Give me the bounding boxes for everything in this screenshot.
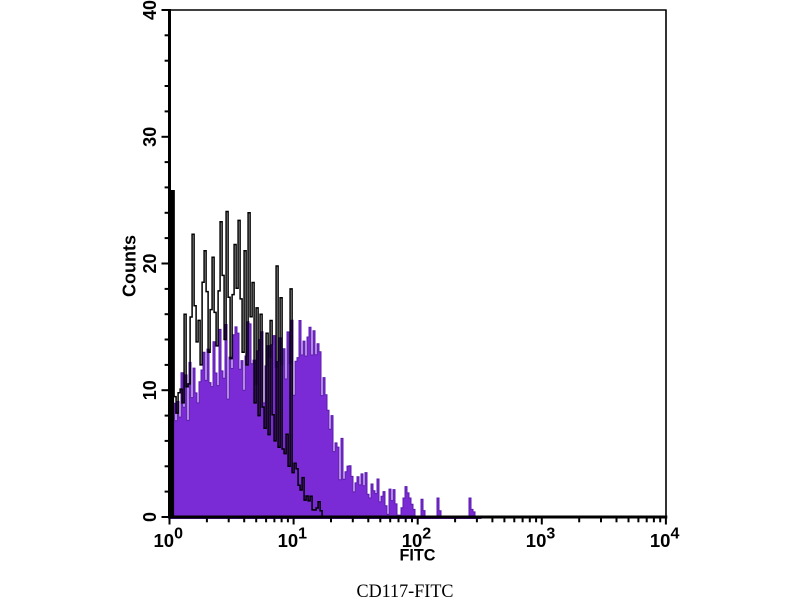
svg-text:FITC: FITC bbox=[400, 546, 436, 565]
svg-text:CD117-FITC: CD117-FITC bbox=[357, 581, 454, 600]
svg-text:40: 40 bbox=[140, 0, 160, 20]
svg-text:0: 0 bbox=[140, 512, 160, 522]
svg-text:20: 20 bbox=[140, 253, 160, 273]
svg-text:Counts: Counts bbox=[120, 235, 140, 297]
svg-text:10: 10 bbox=[140, 380, 160, 400]
svg-text:30: 30 bbox=[140, 127, 160, 147]
